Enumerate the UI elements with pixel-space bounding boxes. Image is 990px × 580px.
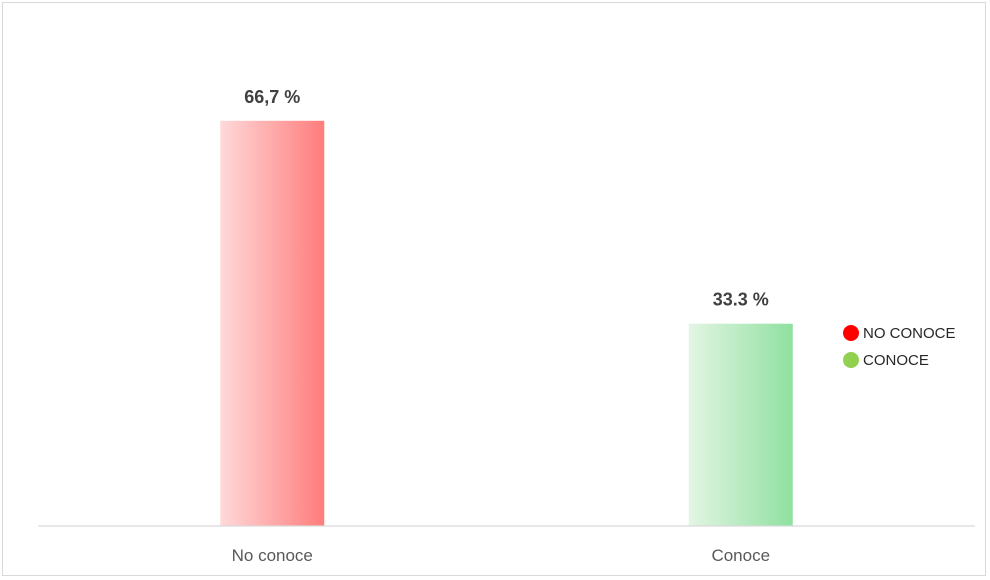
data-label-conoce: 33.3 %	[713, 290, 769, 310]
x-tick-label-no-conoce: No conoce	[232, 546, 313, 565]
legend-label-conoce: CONOCE	[863, 352, 929, 369]
data-label-no-conoce: 66,7 %	[244, 87, 300, 107]
legend-marker-conoce	[843, 352, 859, 368]
legend-marker-no-conoce	[843, 325, 859, 341]
bar-no-conoce	[220, 120, 325, 527]
legend: NO CONOCE CONOCE	[843, 325, 956, 369]
bars-layer	[220, 120, 793, 527]
legend-label-no-conoce: NO CONOCE	[863, 325, 956, 342]
x-tick-labels-layer: No conoce Conoce	[232, 546, 770, 565]
x-tick-label-conoce: Conoce	[711, 546, 770, 565]
data-labels-layer: 66,7 % 33.3 %	[244, 87, 769, 310]
bar-conoce	[688, 323, 793, 526]
